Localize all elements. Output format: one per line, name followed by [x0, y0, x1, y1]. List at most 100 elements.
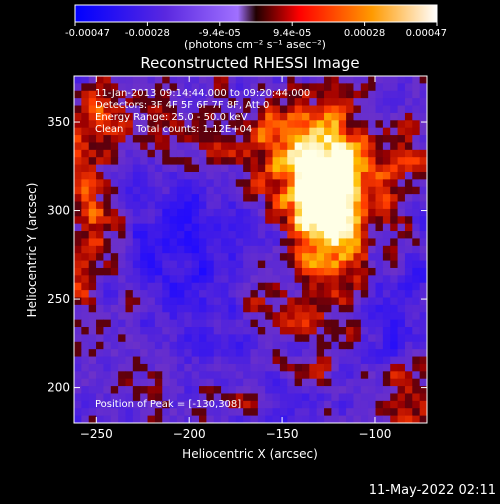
heatmap-cell [243, 267, 252, 276]
heatmap-cell [228, 297, 237, 306]
heatmap-cell [191, 179, 200, 188]
heatmap-cell [368, 164, 377, 173]
heatmap-cell [419, 90, 427, 99]
heatmap-cell [338, 76, 347, 84]
heatmap-cell [96, 90, 105, 99]
heatmap-cell [272, 267, 281, 276]
heatmap-cell [316, 120, 325, 129]
heatmap-cell [103, 90, 112, 99]
heatmap-cell [390, 76, 399, 84]
heatmap-cell [324, 282, 332, 291]
heatmap-cell [375, 400, 384, 409]
heatmap-cell [213, 341, 222, 350]
heatmap-cell [206, 260, 215, 269]
heatmap-cell [287, 319, 296, 328]
heatmap-cell [294, 341, 303, 350]
heatmap-cell [162, 208, 171, 217]
heatmap-cell [390, 164, 399, 173]
heatmap-cell [162, 341, 171, 350]
heatmap-cell [412, 127, 421, 136]
heatmap-cell [184, 319, 193, 328]
heatmap-cell [132, 312, 141, 321]
heatmap-cell [132, 290, 141, 299]
heatmap-cell [110, 297, 119, 306]
heatmap-cell [213, 400, 222, 409]
heatmap-cell [228, 393, 237, 402]
heatmap-cell [287, 231, 296, 240]
heatmap-cell [390, 223, 399, 232]
heatmap-cell [96, 363, 105, 372]
heatmap-cell [125, 260, 134, 269]
colorbar-tick-label: 9.4e-05 [273, 28, 311, 39]
heatmap-cell [206, 98, 215, 107]
heatmap-cell [382, 356, 391, 365]
heatmap-cell [81, 378, 90, 387]
heatmap-cell [301, 76, 310, 84]
heatmap-cell [140, 90, 149, 99]
heatmap-cell [176, 386, 185, 395]
heatmap-cell [184, 186, 193, 195]
heatmap-cell [324, 186, 332, 195]
heatmap-cell [221, 282, 230, 291]
heatmap-cell [199, 194, 207, 203]
heatmap-cell [382, 304, 391, 313]
heatmap-cell [272, 135, 281, 144]
heatmap-cell [74, 304, 82, 313]
heatmap-cell [243, 216, 252, 225]
heatmap-cell [162, 76, 171, 84]
heatmap-cell [235, 408, 244, 417]
info-clean-totals: Clean Total counts: 1.12E+04 [95, 124, 252, 135]
heatmap-cell [368, 327, 377, 335]
heatmap-cell [309, 231, 318, 240]
heatmap-cell [110, 327, 119, 335]
heatmap-cell [140, 393, 149, 402]
heatmap-cell [404, 120, 413, 129]
heatmap-cell [125, 157, 134, 166]
heatmap-cell [221, 319, 230, 328]
heatmap-cell [176, 171, 185, 180]
heatmap-cell [257, 245, 266, 254]
heatmap-cell [81, 98, 90, 107]
heatmap-cell [206, 282, 215, 291]
heatmap-cell [316, 179, 325, 188]
heatmap-cell [265, 201, 274, 210]
heatmap-cell [154, 245, 163, 254]
heatmap-cell [390, 378, 399, 387]
heatmap-cell [390, 105, 399, 114]
heatmap-cell [338, 112, 347, 121]
heatmap-cell [309, 216, 318, 225]
heatmap-cell [287, 76, 296, 84]
heatmap-cell [125, 253, 134, 262]
heatmap-cell [301, 171, 310, 180]
heatmap-cell [96, 83, 105, 92]
heatmap-cell [346, 260, 355, 269]
heatmap-cell [243, 105, 252, 114]
heatmap-cell [316, 349, 325, 358]
heatmap-cell [118, 231, 127, 240]
heatmap-cell [228, 363, 237, 372]
heatmap-cell [88, 120, 97, 129]
heatmap-cell [338, 312, 347, 321]
heatmap-cell [412, 76, 421, 84]
heatmap-cell [404, 312, 413, 321]
heatmap-cell [140, 179, 149, 188]
heatmap-cell [257, 408, 266, 417]
heatmap-cell [74, 260, 82, 269]
heatmap-cell [316, 83, 325, 92]
heatmap-cell [419, 83, 427, 92]
heatmap-cell [110, 83, 119, 92]
heatmap-cell [154, 253, 163, 262]
heatmap-cell [147, 260, 156, 269]
heatmap-cell [257, 127, 266, 136]
heatmap-cell [309, 105, 318, 114]
heatmap-cell [132, 334, 141, 343]
heatmap-cell [265, 415, 274, 423]
heatmap-cell [272, 378, 281, 387]
heatmap-cell [140, 164, 149, 173]
heatmap-cell [88, 341, 97, 350]
heatmap-cell [412, 201, 421, 210]
heatmap-cell [287, 253, 296, 262]
heatmap-cell [257, 312, 266, 321]
heatmap-cell [96, 415, 105, 423]
heatmap-cell [154, 149, 163, 158]
